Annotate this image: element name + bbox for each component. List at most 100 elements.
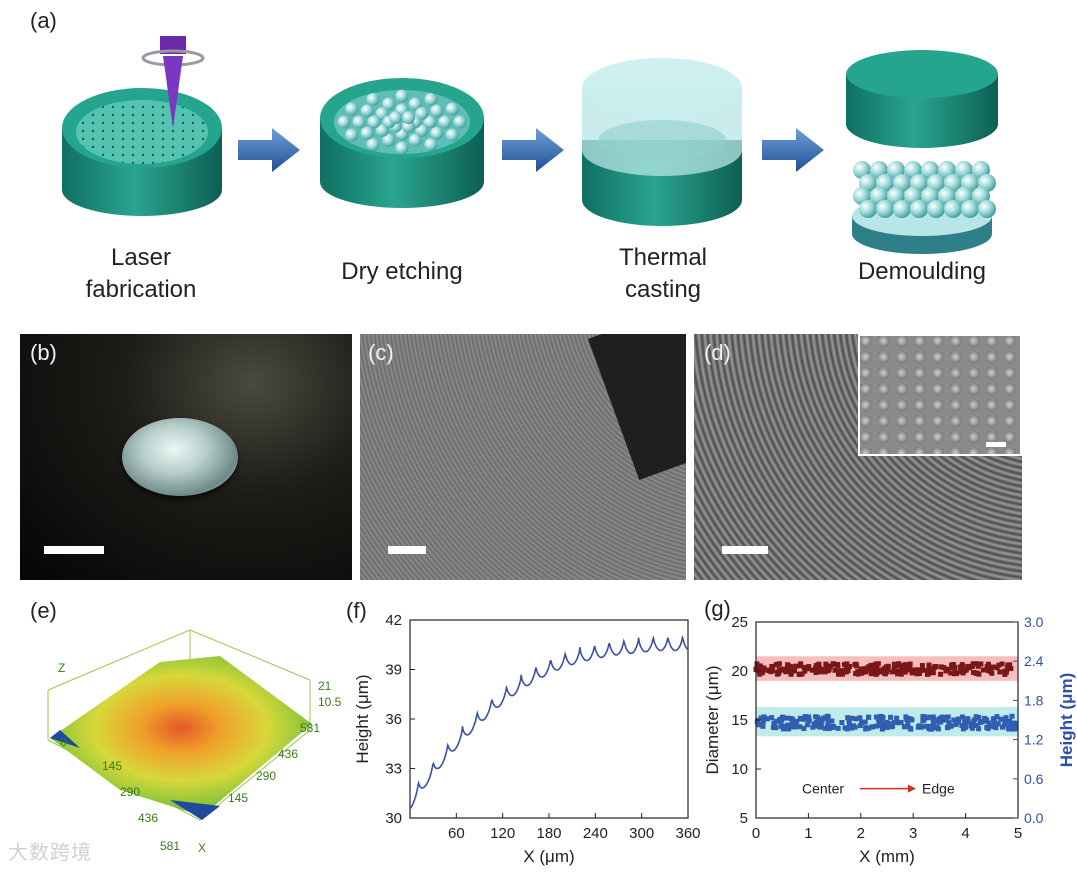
microlens-ball xyxy=(366,92,380,106)
cup-demoulding xyxy=(846,50,998,254)
scatter-point xyxy=(936,716,942,722)
scatter-point xyxy=(887,723,893,729)
scatter-point xyxy=(948,670,954,676)
scatter-point xyxy=(903,714,909,720)
scatter-point xyxy=(952,669,958,675)
panel-f-chart: 60 120 180 240 300 360 30 33 36 39 42 X (μm) Height … xyxy=(353,612,701,866)
scatter-point xyxy=(891,661,897,667)
scatter-point xyxy=(760,718,766,724)
scatter-point xyxy=(999,661,1005,667)
scatter-point xyxy=(1009,713,1015,719)
scatter-point xyxy=(830,723,836,729)
scatter-point xyxy=(844,661,850,667)
scatter-point xyxy=(757,671,763,677)
scatter-point xyxy=(797,724,803,730)
scatter-point xyxy=(869,666,875,672)
cup-laser-fabrication xyxy=(62,36,222,216)
scale-bar-d-inset xyxy=(986,442,1006,447)
scatter-point xyxy=(941,665,947,671)
x-tick-label: 1 xyxy=(804,825,812,842)
scatter-point xyxy=(875,669,881,675)
scatter-point xyxy=(984,724,990,730)
microlens-ball xyxy=(893,200,911,218)
panel-g-label: (g) xyxy=(704,596,731,621)
scatter-point xyxy=(971,718,977,724)
x-tick-label: 3 xyxy=(909,825,917,842)
scatter-point xyxy=(816,664,822,670)
scatter-point xyxy=(965,663,971,669)
scatter-point xyxy=(884,719,890,725)
scatter-point xyxy=(825,720,831,726)
scatter-point xyxy=(853,663,859,669)
microlens-ball xyxy=(424,138,438,152)
scatter-point xyxy=(780,667,786,673)
microlens-ball xyxy=(360,126,374,140)
scatter-point xyxy=(991,716,997,722)
x-tick-label: 180 xyxy=(536,825,561,842)
panel-d-sem-image xyxy=(694,334,1022,580)
scatter-point xyxy=(1002,671,1008,677)
surface-mesh xyxy=(50,656,312,816)
scatter-point xyxy=(896,661,902,667)
scatter-point xyxy=(909,670,915,676)
scatter-point xyxy=(960,664,966,670)
scatter-point xyxy=(1012,726,1018,732)
x-tick-label: 5 xyxy=(1014,825,1022,842)
scatter-point xyxy=(863,669,869,675)
scatter-point xyxy=(769,663,775,669)
scatter-point xyxy=(771,720,777,726)
microlens-ball xyxy=(430,104,444,118)
scatter-point xyxy=(1008,665,1014,671)
microlens-ball xyxy=(395,89,409,103)
cup-dry-etching xyxy=(320,78,484,208)
scatter-point xyxy=(813,670,819,676)
microlens-ball xyxy=(859,200,877,218)
microlens-ball xyxy=(367,115,381,129)
scatter-point xyxy=(849,715,855,721)
scatter-point xyxy=(998,716,1004,722)
scatter-point xyxy=(863,726,869,732)
microlens-ball xyxy=(395,141,409,155)
scatter-point xyxy=(1003,715,1009,721)
microlens-ball xyxy=(927,200,945,218)
microlens-ball xyxy=(876,200,894,218)
scatter-point xyxy=(931,717,937,723)
scatter-point xyxy=(862,719,868,725)
scatter-point xyxy=(891,719,897,725)
panel-d-label: (d) xyxy=(704,340,731,365)
scatter-point xyxy=(806,718,812,724)
sem-dark-corner xyxy=(587,334,686,480)
scatter-point xyxy=(840,671,846,677)
scatter-point xyxy=(836,668,842,674)
scatter-point xyxy=(866,725,872,731)
scatter-point xyxy=(857,715,863,721)
scatter-point xyxy=(978,661,984,667)
step-label-laser-fabrication: Laser fabrication xyxy=(56,242,226,306)
scatter-point xyxy=(985,661,991,667)
scatter-point xyxy=(943,717,949,723)
scatter-point xyxy=(866,714,872,720)
scatter-point xyxy=(882,670,888,676)
microlens-ball xyxy=(345,128,359,142)
scatter-point xyxy=(845,715,851,721)
x-axis-label: X (mm) xyxy=(859,847,915,866)
scatter-point xyxy=(840,668,846,674)
scatter-point xyxy=(946,720,952,726)
scatter-point xyxy=(776,661,782,667)
y-tick-436: 436 xyxy=(278,747,298,761)
scatter-point xyxy=(951,717,957,723)
microlens-ball xyxy=(978,200,996,218)
scatter-point xyxy=(977,720,983,726)
scatter-point xyxy=(894,715,900,721)
scatter-point xyxy=(976,726,982,732)
scatter-point xyxy=(987,723,993,729)
step-3-line-2: casting xyxy=(624,276,702,303)
scatter-point xyxy=(885,663,891,669)
y-tick-label: 30 xyxy=(385,810,402,827)
scatter-point xyxy=(788,664,794,670)
x-tick-581: 581 xyxy=(160,839,180,853)
scatter-point xyxy=(758,722,764,728)
scatter-point xyxy=(975,663,981,669)
scatter-point xyxy=(900,668,906,674)
scatter-point xyxy=(938,671,944,677)
